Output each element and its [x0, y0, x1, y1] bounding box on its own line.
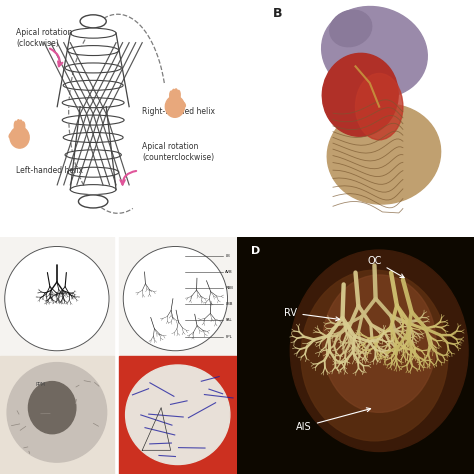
Ellipse shape	[123, 246, 228, 351]
Ellipse shape	[322, 7, 427, 98]
FancyArrowPatch shape	[120, 171, 136, 184]
Ellipse shape	[290, 250, 468, 451]
Text: FPL: FPL	[225, 335, 232, 338]
Text: RBB: RBB	[225, 286, 233, 290]
Text: OC: OC	[367, 255, 404, 278]
Ellipse shape	[19, 120, 22, 129]
Ellipse shape	[9, 133, 14, 138]
Ellipse shape	[17, 120, 20, 129]
Ellipse shape	[79, 195, 108, 208]
Ellipse shape	[177, 91, 180, 100]
Ellipse shape	[330, 10, 372, 46]
Ellipse shape	[65, 150, 121, 160]
Text: D: D	[251, 246, 261, 256]
Text: PPM: PPM	[36, 383, 46, 387]
Text: LBB: LBB	[225, 302, 233, 306]
Ellipse shape	[21, 122, 25, 131]
Ellipse shape	[5, 246, 109, 351]
Ellipse shape	[62, 115, 124, 125]
Ellipse shape	[174, 89, 178, 98]
Bar	[0, 356, 114, 474]
Text: FAL: FAL	[225, 319, 232, 322]
Ellipse shape	[62, 98, 124, 108]
Text: AIS: AIS	[296, 408, 371, 432]
Bar	[118, 237, 237, 356]
Text: AVB: AVB	[225, 270, 233, 274]
Ellipse shape	[28, 382, 76, 434]
Ellipse shape	[170, 91, 173, 100]
Ellipse shape	[67, 46, 119, 55]
Ellipse shape	[63, 81, 123, 90]
Ellipse shape	[181, 102, 185, 107]
Ellipse shape	[322, 275, 436, 412]
Ellipse shape	[14, 121, 18, 130]
Text: LB: LB	[225, 254, 230, 258]
Ellipse shape	[301, 270, 448, 441]
Ellipse shape	[80, 15, 106, 28]
Ellipse shape	[67, 167, 119, 177]
Bar	[0, 237, 114, 356]
Text: B: B	[273, 7, 282, 20]
Ellipse shape	[63, 133, 123, 142]
Text: Right-handed helix: Right-handed helix	[142, 107, 215, 116]
Ellipse shape	[165, 96, 184, 118]
Text: Apical rotation
(counterclockwise): Apical rotation (counterclockwise)	[142, 142, 214, 162]
Ellipse shape	[356, 73, 403, 140]
Ellipse shape	[7, 363, 107, 462]
Ellipse shape	[126, 365, 230, 465]
Ellipse shape	[65, 63, 121, 73]
Text: RV: RV	[284, 308, 340, 321]
Ellipse shape	[172, 90, 175, 98]
Ellipse shape	[322, 54, 398, 136]
FancyArrowPatch shape	[50, 48, 62, 66]
Text: Apical rotation
(clockwise): Apical rotation (clockwise)	[16, 28, 73, 48]
Ellipse shape	[327, 104, 441, 204]
Ellipse shape	[10, 127, 29, 148]
Text: Left-handed helix: Left-handed helix	[16, 166, 83, 175]
Ellipse shape	[70, 28, 116, 38]
Ellipse shape	[70, 185, 116, 195]
Bar	[118, 356, 237, 474]
